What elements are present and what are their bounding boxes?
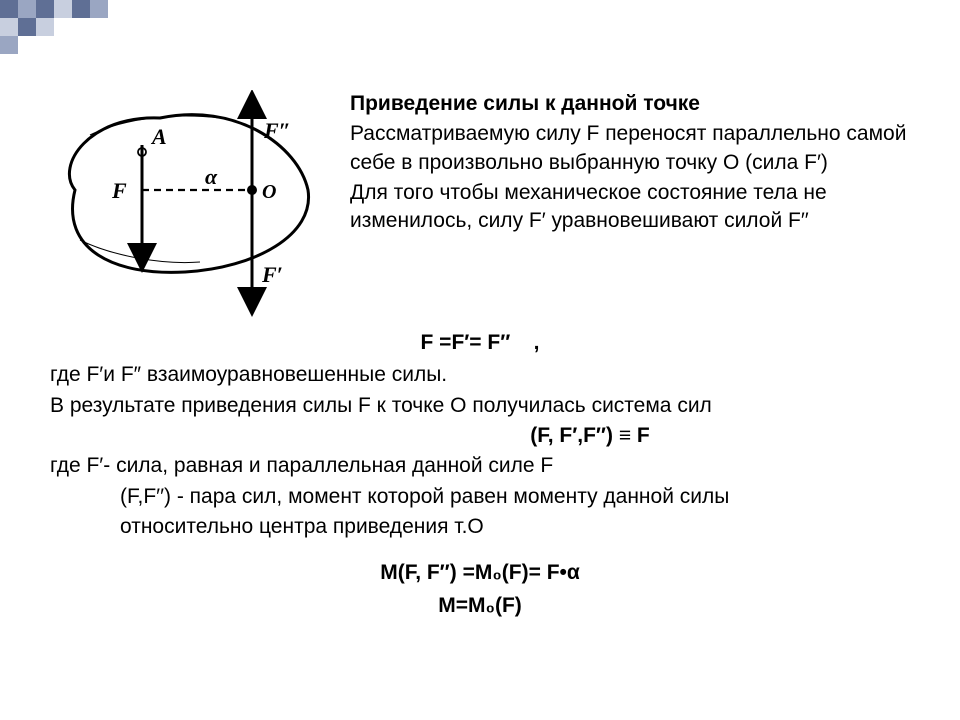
para-2: Для того чтобы механическое состояние те… xyxy=(350,179,930,236)
para-1: Рассматриваемую силу F переносят паралле… xyxy=(350,120,930,177)
line-gde-1: где F′и F″ взаимоуравновешенные силы. xyxy=(30,361,930,389)
deco-square xyxy=(0,18,18,36)
equation-1: F =F′= F″ , xyxy=(30,329,930,357)
deco-square xyxy=(54,0,72,18)
equation-2: (F, F′,F″) ≡ F xyxy=(30,422,930,450)
slide-title: Приведение силы к данной точке xyxy=(350,90,930,118)
force-reduction-diagram: A F α O F″ F′ xyxy=(30,90,330,325)
deco-square xyxy=(90,0,108,18)
equation-4: M=M₀(F) xyxy=(30,592,930,620)
label-f: F xyxy=(111,178,127,203)
deco-square xyxy=(0,0,18,18)
line-pair: (F,F′′) - пара сил, момент которой равен… xyxy=(30,483,930,511)
deco-square xyxy=(0,36,18,54)
label-fpp: F″ xyxy=(263,118,291,143)
label-o: O xyxy=(262,181,276,203)
label-alpha: α xyxy=(205,164,218,189)
line-result: В результате приведения силы F к точке О… xyxy=(30,392,930,420)
equation-3: M(F, F″) =M₀(F)= F•α xyxy=(30,559,930,587)
label-fp: F′ xyxy=(261,262,283,287)
deco-square xyxy=(18,18,36,36)
deco-square xyxy=(72,0,90,18)
label-a: A xyxy=(150,124,167,149)
deco-square xyxy=(36,18,54,36)
deco-square xyxy=(18,0,36,18)
line-gde-2: где F′- сила, равная и параллельная данн… xyxy=(30,452,930,480)
deco-square xyxy=(36,0,54,18)
slide-content: A F α O F″ F′ Приведение силы к данной т… xyxy=(0,0,960,644)
line-rel: относительно центра приведения т.О xyxy=(30,513,930,541)
intro-text: Приведение силы к данной точке Рассматри… xyxy=(350,90,930,238)
